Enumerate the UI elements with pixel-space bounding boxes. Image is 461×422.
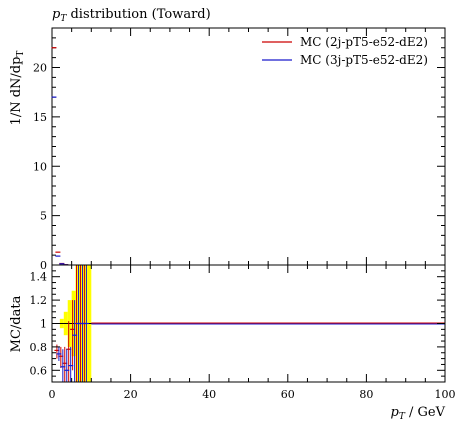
ratio-ytick-label: 1.4 <box>30 271 48 284</box>
ratio-panel: 0.6 0.8 1 1.2 1.4 0 20 40 60 80 100 <box>30 264 456 401</box>
legend: MC (2j-pT5-e52-dE2) MC (3j-pT5-e52-dE2) <box>262 35 428 67</box>
ratio-ytick-label: 0.6 <box>30 364 48 377</box>
main-ytick-label: 5 <box>40 210 47 223</box>
main-ytick-label: 10 <box>33 160 47 173</box>
main-ylabel: 1/N dN/dpT <box>9 51 26 126</box>
x-tick-label: 0 <box>49 388 56 401</box>
ratio-ylabel: MC/data <box>9 295 24 352</box>
ratio-ytick-label: 1.2 <box>30 294 48 307</box>
x-axis-label: pT / GeV <box>391 405 446 422</box>
main-ytick-label: 0 <box>40 259 47 272</box>
legend-label-1: MC (2j-pT5-e52-dE2) <box>300 35 428 49</box>
ratio-ytick-label: 0.8 <box>30 341 48 354</box>
legend-label-2: MC (3j-pT5-e52-dE2) <box>300 53 428 67</box>
main-ytick-label: 15 <box>33 111 47 124</box>
x-tick-label: 40 <box>202 388 216 401</box>
x-tick-label: 100 <box>435 388 456 401</box>
x-tick-label: 20 <box>124 388 138 401</box>
x-tick-label: 80 <box>359 388 373 401</box>
ratio-ytick-label: 1 <box>40 318 47 331</box>
chart-title: pT distribution (Toward) <box>52 7 211 24</box>
main-ytick-label: 20 <box>33 62 47 75</box>
x-tick-label: 60 <box>281 388 295 401</box>
